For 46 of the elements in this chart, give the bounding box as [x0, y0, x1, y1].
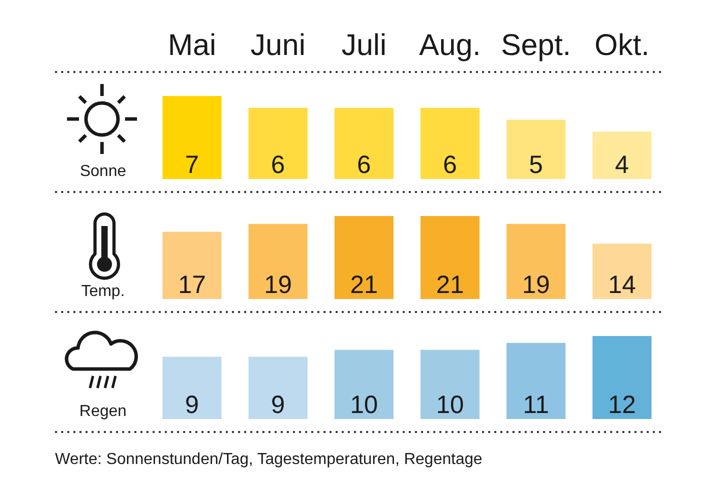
data-label: 7 [185, 151, 199, 179]
bar [248, 108, 308, 179]
data-label: 10 [350, 391, 378, 419]
bar [506, 120, 566, 179]
data-label: 5 [529, 151, 543, 179]
data-label: 6 [357, 151, 371, 179]
data-label: 9 [185, 391, 199, 419]
data-label: 11 [523, 391, 549, 419]
bar [248, 224, 308, 299]
data-label: 9 [271, 391, 285, 419]
bar [162, 356, 222, 419]
x-tick-label: Aug. [419, 29, 481, 62]
data-label: 6 [271, 151, 285, 179]
bar [592, 244, 652, 299]
bar [506, 224, 566, 299]
x-tick-label: Juli [341, 29, 387, 62]
bar [334, 350, 394, 419]
bar [334, 216, 394, 299]
data-label: 14 [608, 271, 636, 299]
y-axis-title: Regen [79, 403, 127, 420]
data-label: 6 [443, 151, 457, 179]
data-label: 21 [350, 271, 378, 299]
data-label: 17 [178, 271, 206, 299]
bar [162, 96, 222, 179]
bar [592, 336, 652, 419]
bar [162, 232, 222, 299]
bar [420, 108, 480, 179]
bar [506, 342, 566, 419]
y-axis-title: Sonne [80, 163, 126, 180]
x-tick-label: Sept. [500, 29, 572, 62]
data-label: 10 [436, 391, 464, 419]
data-label: 19 [522, 271, 550, 299]
bar [420, 350, 480, 419]
data-label: 19 [264, 271, 292, 299]
text: Werte: Sonnenstunden/Tag, Tagestemperaturen, Regentage [55, 451, 482, 468]
data-label: 21 [436, 271, 464, 299]
bar [334, 108, 394, 179]
x-tick-label: Okt. [594, 29, 650, 62]
bar [420, 216, 480, 299]
data-label: 4 [615, 151, 630, 179]
x-tick-label: Juni [250, 29, 306, 62]
x-tick-label: Mai [168, 29, 216, 62]
data-label: 12 [608, 391, 636, 419]
bar [592, 132, 652, 179]
bar [248, 356, 308, 419]
y-axis-title: Temp. [81, 283, 125, 300]
